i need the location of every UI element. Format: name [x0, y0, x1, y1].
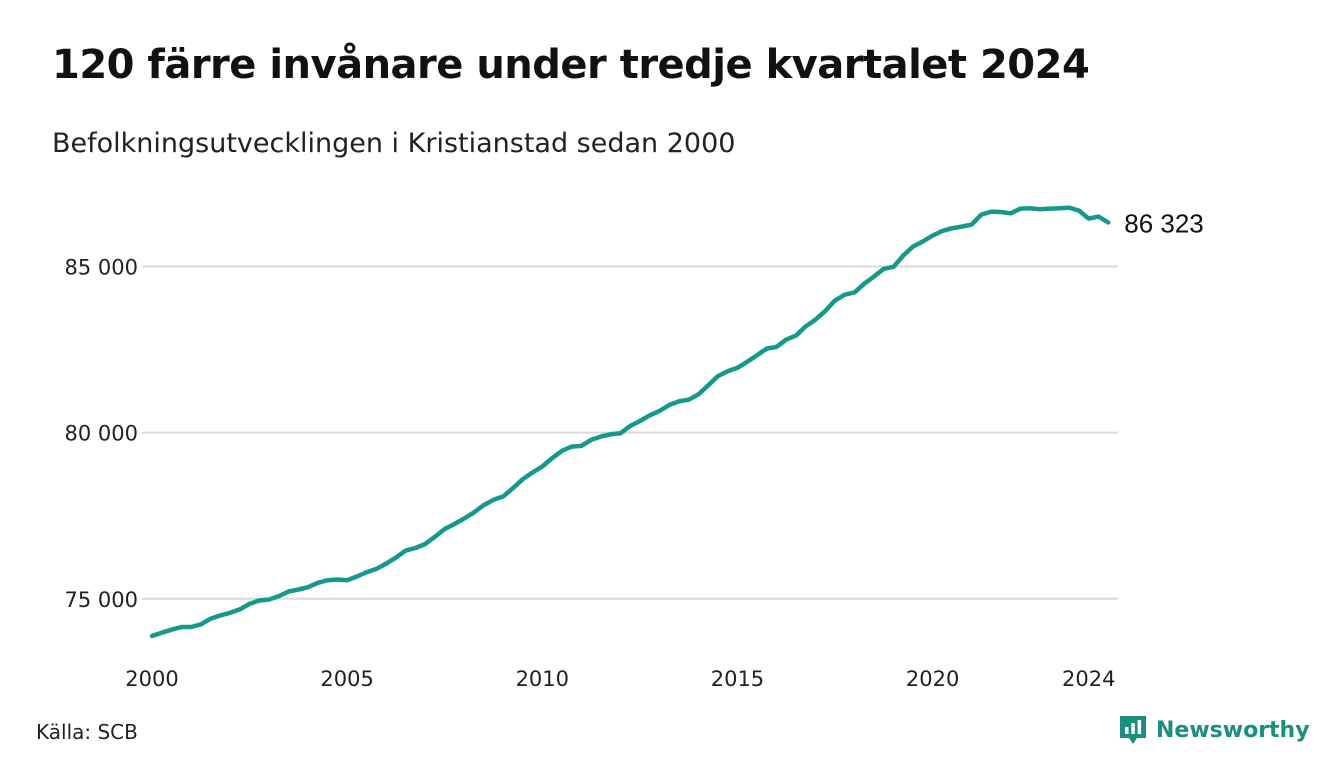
y-tick-label: 80 000 — [65, 422, 138, 446]
source-label: Källa: SCB — [36, 720, 138, 744]
bar-chart-logo-icon — [1120, 716, 1146, 744]
x-tick-label: 2005 — [320, 667, 373, 691]
y-tick-label: 75 000 — [65, 588, 138, 612]
brand-name: Newsworthy — [1156, 717, 1310, 743]
end-value-label: 86 323 — [1124, 208, 1204, 238]
x-tick-label: 2020 — [906, 667, 959, 691]
x-tick-label: 2000 — [125, 667, 178, 691]
line-chart: 75 000 80 000 85 000 2000 2005 2010 2015 2020 20… — [65, 205, 1204, 691]
chart-title: 120 färre invånare under tredje kvartale… — [52, 42, 1090, 88]
series-line — [149, 205, 1111, 639]
x-tick-label: 2010 — [516, 667, 569, 691]
brand-logo[interactable]: Newsworthy — [1118, 714, 1310, 746]
y-tick-label: 85 000 — [65, 255, 138, 279]
chart-subtitle: Befolkningsutvecklingen i Kristianstad s… — [52, 128, 736, 159]
x-tick-label: 2015 — [711, 667, 764, 691]
x-tick-label: 2024 — [1062, 667, 1115, 691]
